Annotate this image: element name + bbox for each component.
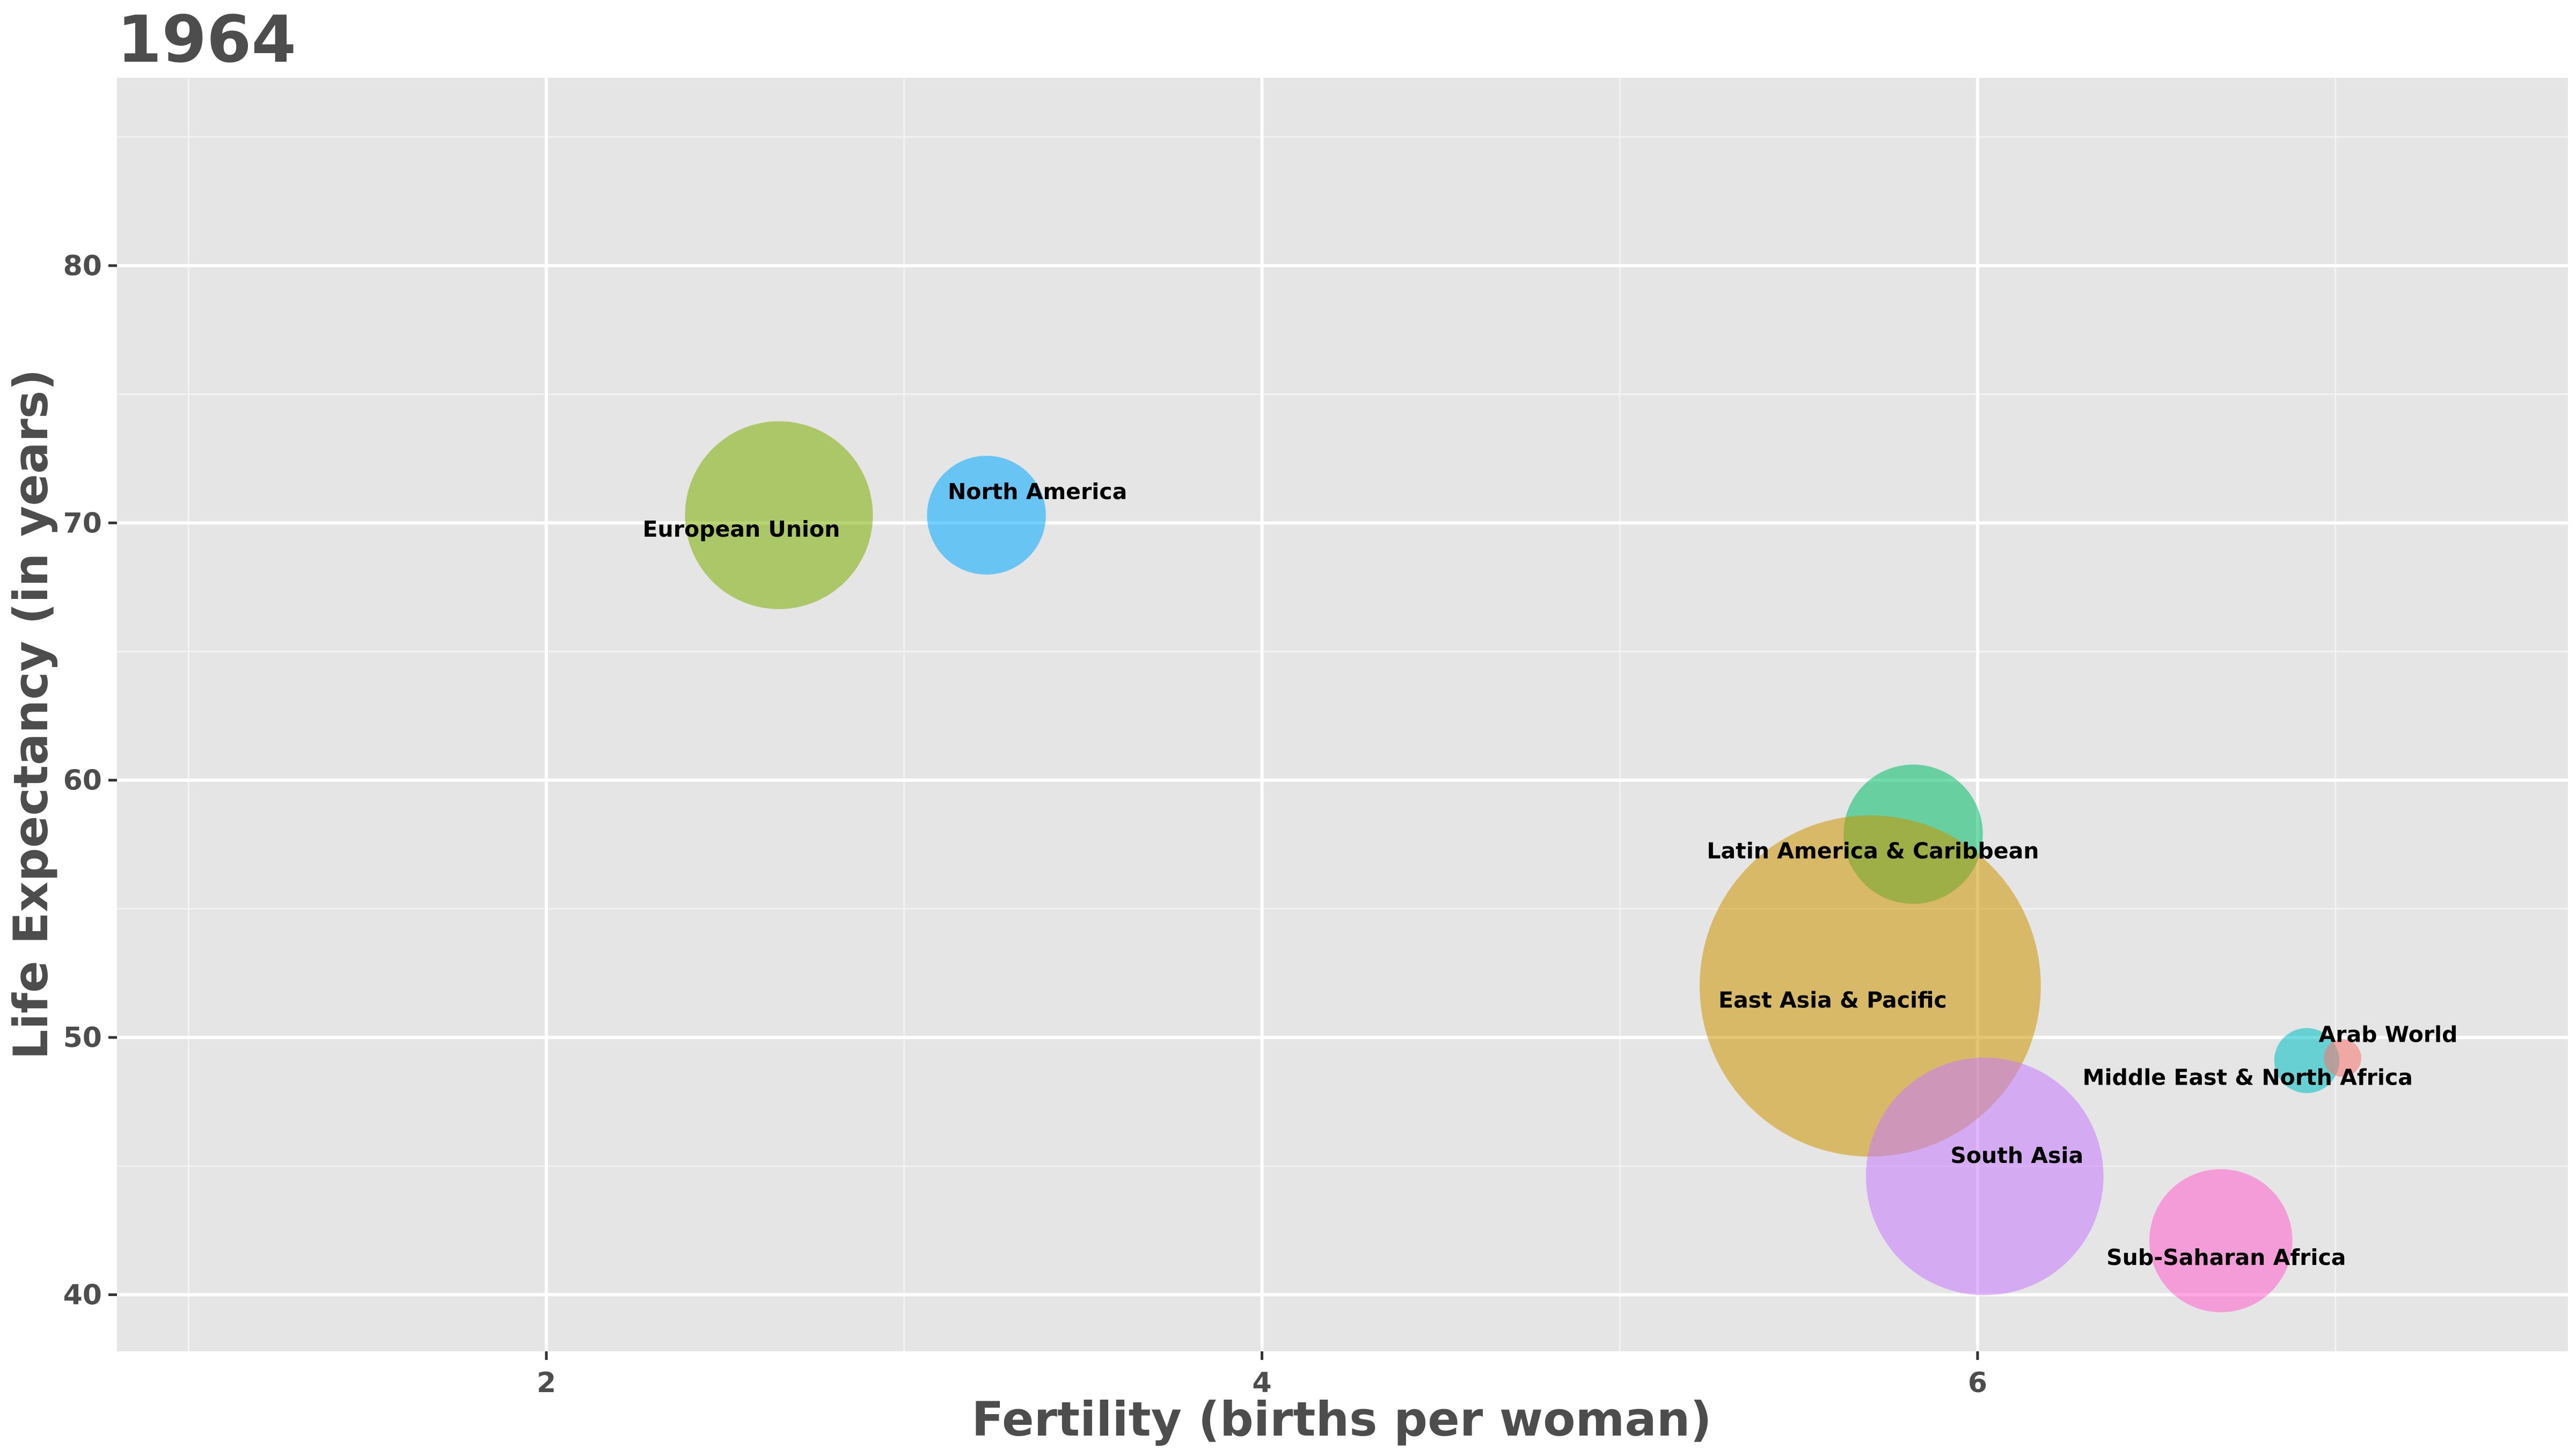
label-arab-world: Arab World bbox=[2319, 1021, 2458, 1047]
y-tick-label: 80 bbox=[63, 250, 102, 282]
x-tick-label: 6 bbox=[1968, 1367, 1987, 1399]
chart-title: 1964 bbox=[117, 3, 296, 77]
bubble-layer bbox=[685, 421, 2361, 1313]
y-tick-label: 50 bbox=[63, 1022, 102, 1054]
label-latin-america-and-caribbean: Latin America & Caribbean bbox=[1707, 838, 2039, 863]
x-tick-label: 2 bbox=[537, 1367, 556, 1399]
point-label-layer: European Union North America Latin America… bbox=[643, 479, 2458, 1270]
bubble-north-america bbox=[927, 456, 1046, 575]
x-axis-title: Fertility (births per woman) bbox=[971, 1392, 1711, 1447]
x-tick-label: 4 bbox=[1252, 1367, 1271, 1399]
bubble-middle-east-and-north-africa bbox=[2274, 1028, 2339, 1093]
y-axis-title: Life Expectancy (in years) bbox=[3, 369, 58, 1060]
minor-gridlines bbox=[117, 78, 2568, 1351]
label-sub-saharan-africa: Sub-Saharan Africa bbox=[2106, 1245, 2346, 1270]
y-axis-ticks: 40 50 60 70 80 bbox=[63, 250, 117, 1312]
y-tick-label: 70 bbox=[63, 507, 102, 539]
y-tick-label: 40 bbox=[63, 1279, 102, 1312]
x-axis-ticks: 2 4 6 bbox=[537, 1351, 1987, 1399]
bubble-european-union bbox=[685, 421, 873, 609]
major-gridlines bbox=[117, 78, 2568, 1351]
label-east-asia-and-pacific: East Asia & Pacific bbox=[1718, 987, 1947, 1013]
plot-panel bbox=[117, 78, 2568, 1351]
label-north-america: North America bbox=[948, 479, 1127, 504]
bubble-arab-world bbox=[2323, 1039, 2361, 1077]
bubble-south-asia bbox=[1865, 1057, 2104, 1296]
bubble-sub-saharan-africa bbox=[2149, 1169, 2293, 1313]
label-south-asia: South Asia bbox=[1950, 1143, 2083, 1168]
label-european-union: European Union bbox=[643, 516, 840, 542]
label-middle-east-and-north-africa: Middle East & North Africa bbox=[2083, 1064, 2413, 1090]
y-tick-label: 60 bbox=[63, 765, 102, 797]
